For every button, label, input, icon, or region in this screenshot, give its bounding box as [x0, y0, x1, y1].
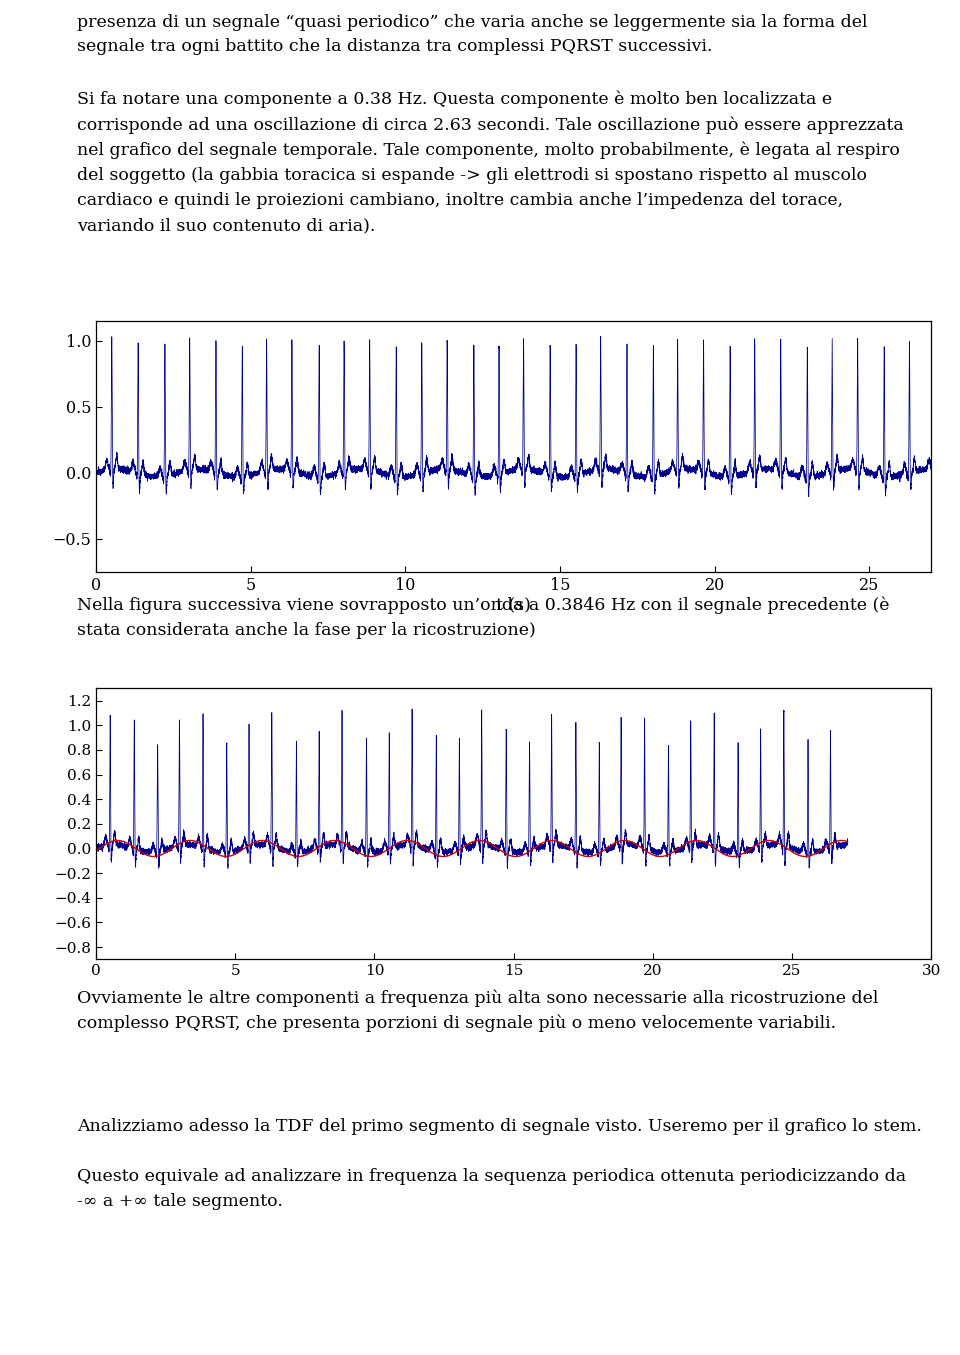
Text: Questo equivale ad analizzare in frequenza la sequenza periodica ottenuta period: Questo equivale ad analizzare in frequen… — [77, 1168, 906, 1210]
Text: Si fa notare una componente a 0.38 Hz. Questa componente è molto ben localizzata: Si fa notare una componente a 0.38 Hz. Q… — [77, 91, 903, 234]
Text: Analizziamo adesso la TDF del primo segmento di segnale visto. Useremo per il gr: Analizziamo adesso la TDF del primo segm… — [77, 1118, 922, 1135]
Text: Nella figura successiva viene sovrapposto un’onda a 0.3846 Hz con il segnale pre: Nella figura successiva viene sovrappost… — [77, 596, 889, 638]
Text: Ovviamente le altre componenti a frequenza più alta sono necessarie alla ricostr: Ovviamente le altre componenti a frequen… — [77, 989, 878, 1033]
X-axis label: t (s): t (s) — [496, 598, 531, 615]
Text: presenza di un segnale “quasi periodico” che varia anche se leggermente sia la f: presenza di un segnale “quasi periodico”… — [77, 14, 867, 56]
